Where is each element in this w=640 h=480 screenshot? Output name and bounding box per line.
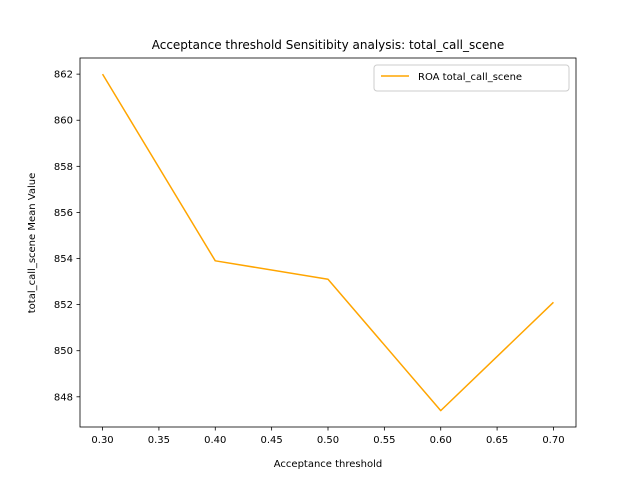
x-tick-label: 0.70 xyxy=(542,435,564,446)
x-tick-label: 0.60 xyxy=(430,435,452,446)
series-line-0 xyxy=(101,73,554,412)
y-tick-label: 850 xyxy=(54,346,73,357)
y-tick-label: 854 xyxy=(54,254,73,265)
x-tick-label: 0.50 xyxy=(317,435,339,446)
y-tick-label: 858 xyxy=(54,162,73,173)
y-tick-label: 856 xyxy=(54,208,73,219)
chart-title: Acceptance threshold Sensitibity analysi… xyxy=(152,38,505,52)
legend: ROA total_call_scene xyxy=(373,64,570,92)
y-tick-label: 852 xyxy=(54,300,73,311)
x-axis: 0.30 0.35 0.40 0.45 0.50 0.55 0.60 0.65 0.70 xyxy=(91,427,565,446)
x-tick-label: 0.40 xyxy=(204,435,226,446)
x-tick-label: 0.45 xyxy=(261,435,283,446)
y-tick-label: 862 xyxy=(54,70,73,81)
legend-box xyxy=(373,64,570,92)
x-axis-label: Acceptance threshold xyxy=(274,459,382,470)
y-tick-label: 860 xyxy=(54,116,73,127)
x-tick-label: 0.65 xyxy=(486,435,508,446)
y-tick-label: 848 xyxy=(54,392,73,403)
y-axis: 848 850 852 854 856 858 860 862 xyxy=(54,70,80,403)
x-tick-label: 0.30 xyxy=(91,435,113,446)
x-tick-label: 0.35 xyxy=(148,435,170,446)
legend-entry: ROA total_call_scene xyxy=(418,72,522,83)
y-axis-label: total_call_scene Mean Value xyxy=(27,173,38,313)
x-tick-label: 0.55 xyxy=(373,435,395,446)
